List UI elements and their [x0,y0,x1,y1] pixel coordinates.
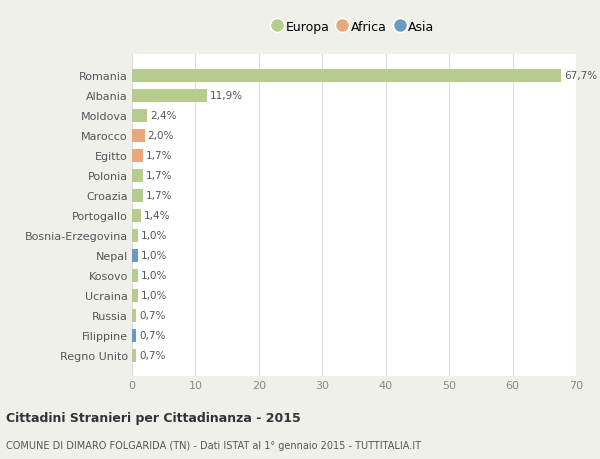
Text: 1,0%: 1,0% [141,270,167,280]
Text: 0,7%: 0,7% [139,350,166,360]
Bar [132,289,139,302]
Text: COMUNE DI DIMARO FOLGARIDA (TN) - Dati ISTAT al 1° gennaio 2015 - TUTTITALIA.IT: COMUNE DI DIMARO FOLGARIDA (TN) - Dati I… [6,440,421,450]
Text: 67,7%: 67,7% [564,71,597,81]
Text: 1,7%: 1,7% [145,191,172,201]
Bar [132,249,139,262]
Bar [132,169,143,182]
Bar [132,90,208,102]
Bar [132,229,139,242]
Bar [132,189,143,202]
Text: 2,0%: 2,0% [147,131,173,141]
Text: 1,0%: 1,0% [141,291,167,301]
Text: 0,7%: 0,7% [139,330,166,340]
Text: 1,0%: 1,0% [141,231,167,241]
Bar [132,150,143,162]
Bar [132,209,141,222]
Bar [132,329,136,342]
Text: 1,4%: 1,4% [143,211,170,221]
Text: 1,7%: 1,7% [145,151,172,161]
Bar [132,110,147,123]
Bar [132,269,139,282]
Bar [132,129,145,142]
Text: 1,0%: 1,0% [141,251,167,261]
Text: 2,4%: 2,4% [150,111,176,121]
Bar [132,349,136,362]
Text: 1,7%: 1,7% [145,171,172,181]
Bar [132,309,136,322]
Text: Cittadini Stranieri per Cittadinanza - 2015: Cittadini Stranieri per Cittadinanza - 2… [6,412,301,425]
Text: 11,9%: 11,9% [210,91,243,101]
Bar [132,70,562,83]
Legend: Europa, Africa, Asia: Europa, Africa, Asia [269,17,439,39]
Text: 0,7%: 0,7% [139,310,166,320]
